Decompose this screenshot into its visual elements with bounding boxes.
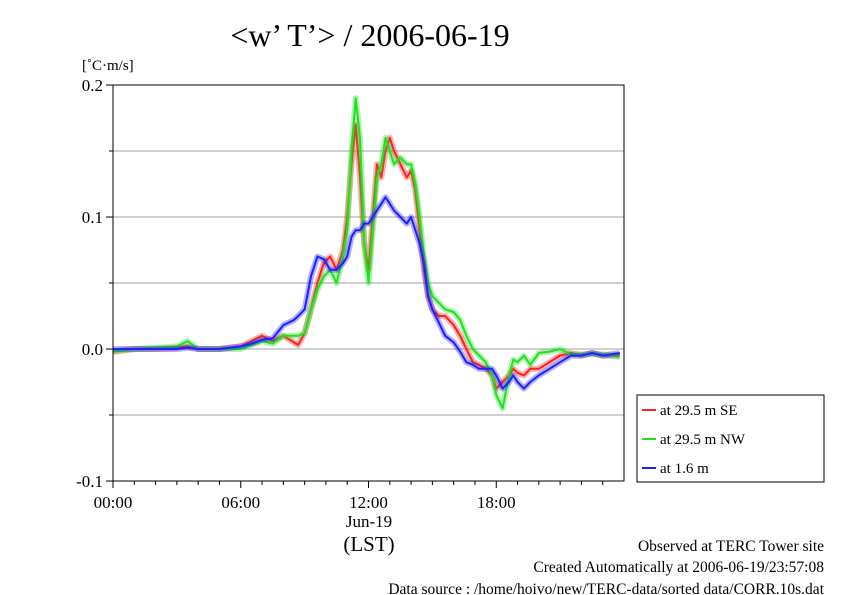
y-tick-label: 0.0	[82, 340, 103, 359]
series-halo-3	[113, 194, 621, 392]
series-lines	[112, 95, 621, 412]
y-tick-label: 0.2	[82, 76, 103, 95]
legend-label: at 1.6 m	[660, 461, 709, 477]
x-axis-unit-label: (LST)	[343, 532, 394, 556]
legend-label: at 29.5 m NW	[660, 432, 746, 448]
chart-title: <w’ T’> / 2006-06-19	[230, 17, 509, 53]
footer-observed: Observed at TERC Tower site	[638, 538, 824, 555]
legend-label: at 29.5 m SE	[660, 403, 738, 419]
legend-box	[636, 394, 825, 483]
series-halo-2	[112, 95, 621, 412]
x-tick-label: 00:00	[94, 493, 133, 512]
legend: at 29.5 m SE at 29.5 m NW at 1.6 m	[636, 394, 825, 483]
y-axis-unit-label: [˚C·m/s]	[82, 58, 134, 74]
footer-created: Created Automatically at 2006-06-19/23:5…	[533, 559, 824, 576]
x-tick-label: 18:00	[477, 493, 516, 512]
axis-ticks: -0.1 0.0 0.1 0.2 00:00 06:00 12:00 18:00	[76, 76, 604, 512]
y-tick-label: -0.1	[76, 472, 103, 491]
x-tick-label: 06:00	[221, 493, 260, 512]
series-line-2	[112, 97, 620, 410]
y-tick-label: 0.1	[82, 208, 103, 227]
series-line-3	[113, 196, 620, 390]
x-axis-date-label: Jun-19	[346, 512, 392, 531]
footer-source: Data source : /home/hoivo/new/TERC-data/…	[388, 581, 824, 595]
x-tick-label: 12:00	[349, 493, 388, 512]
